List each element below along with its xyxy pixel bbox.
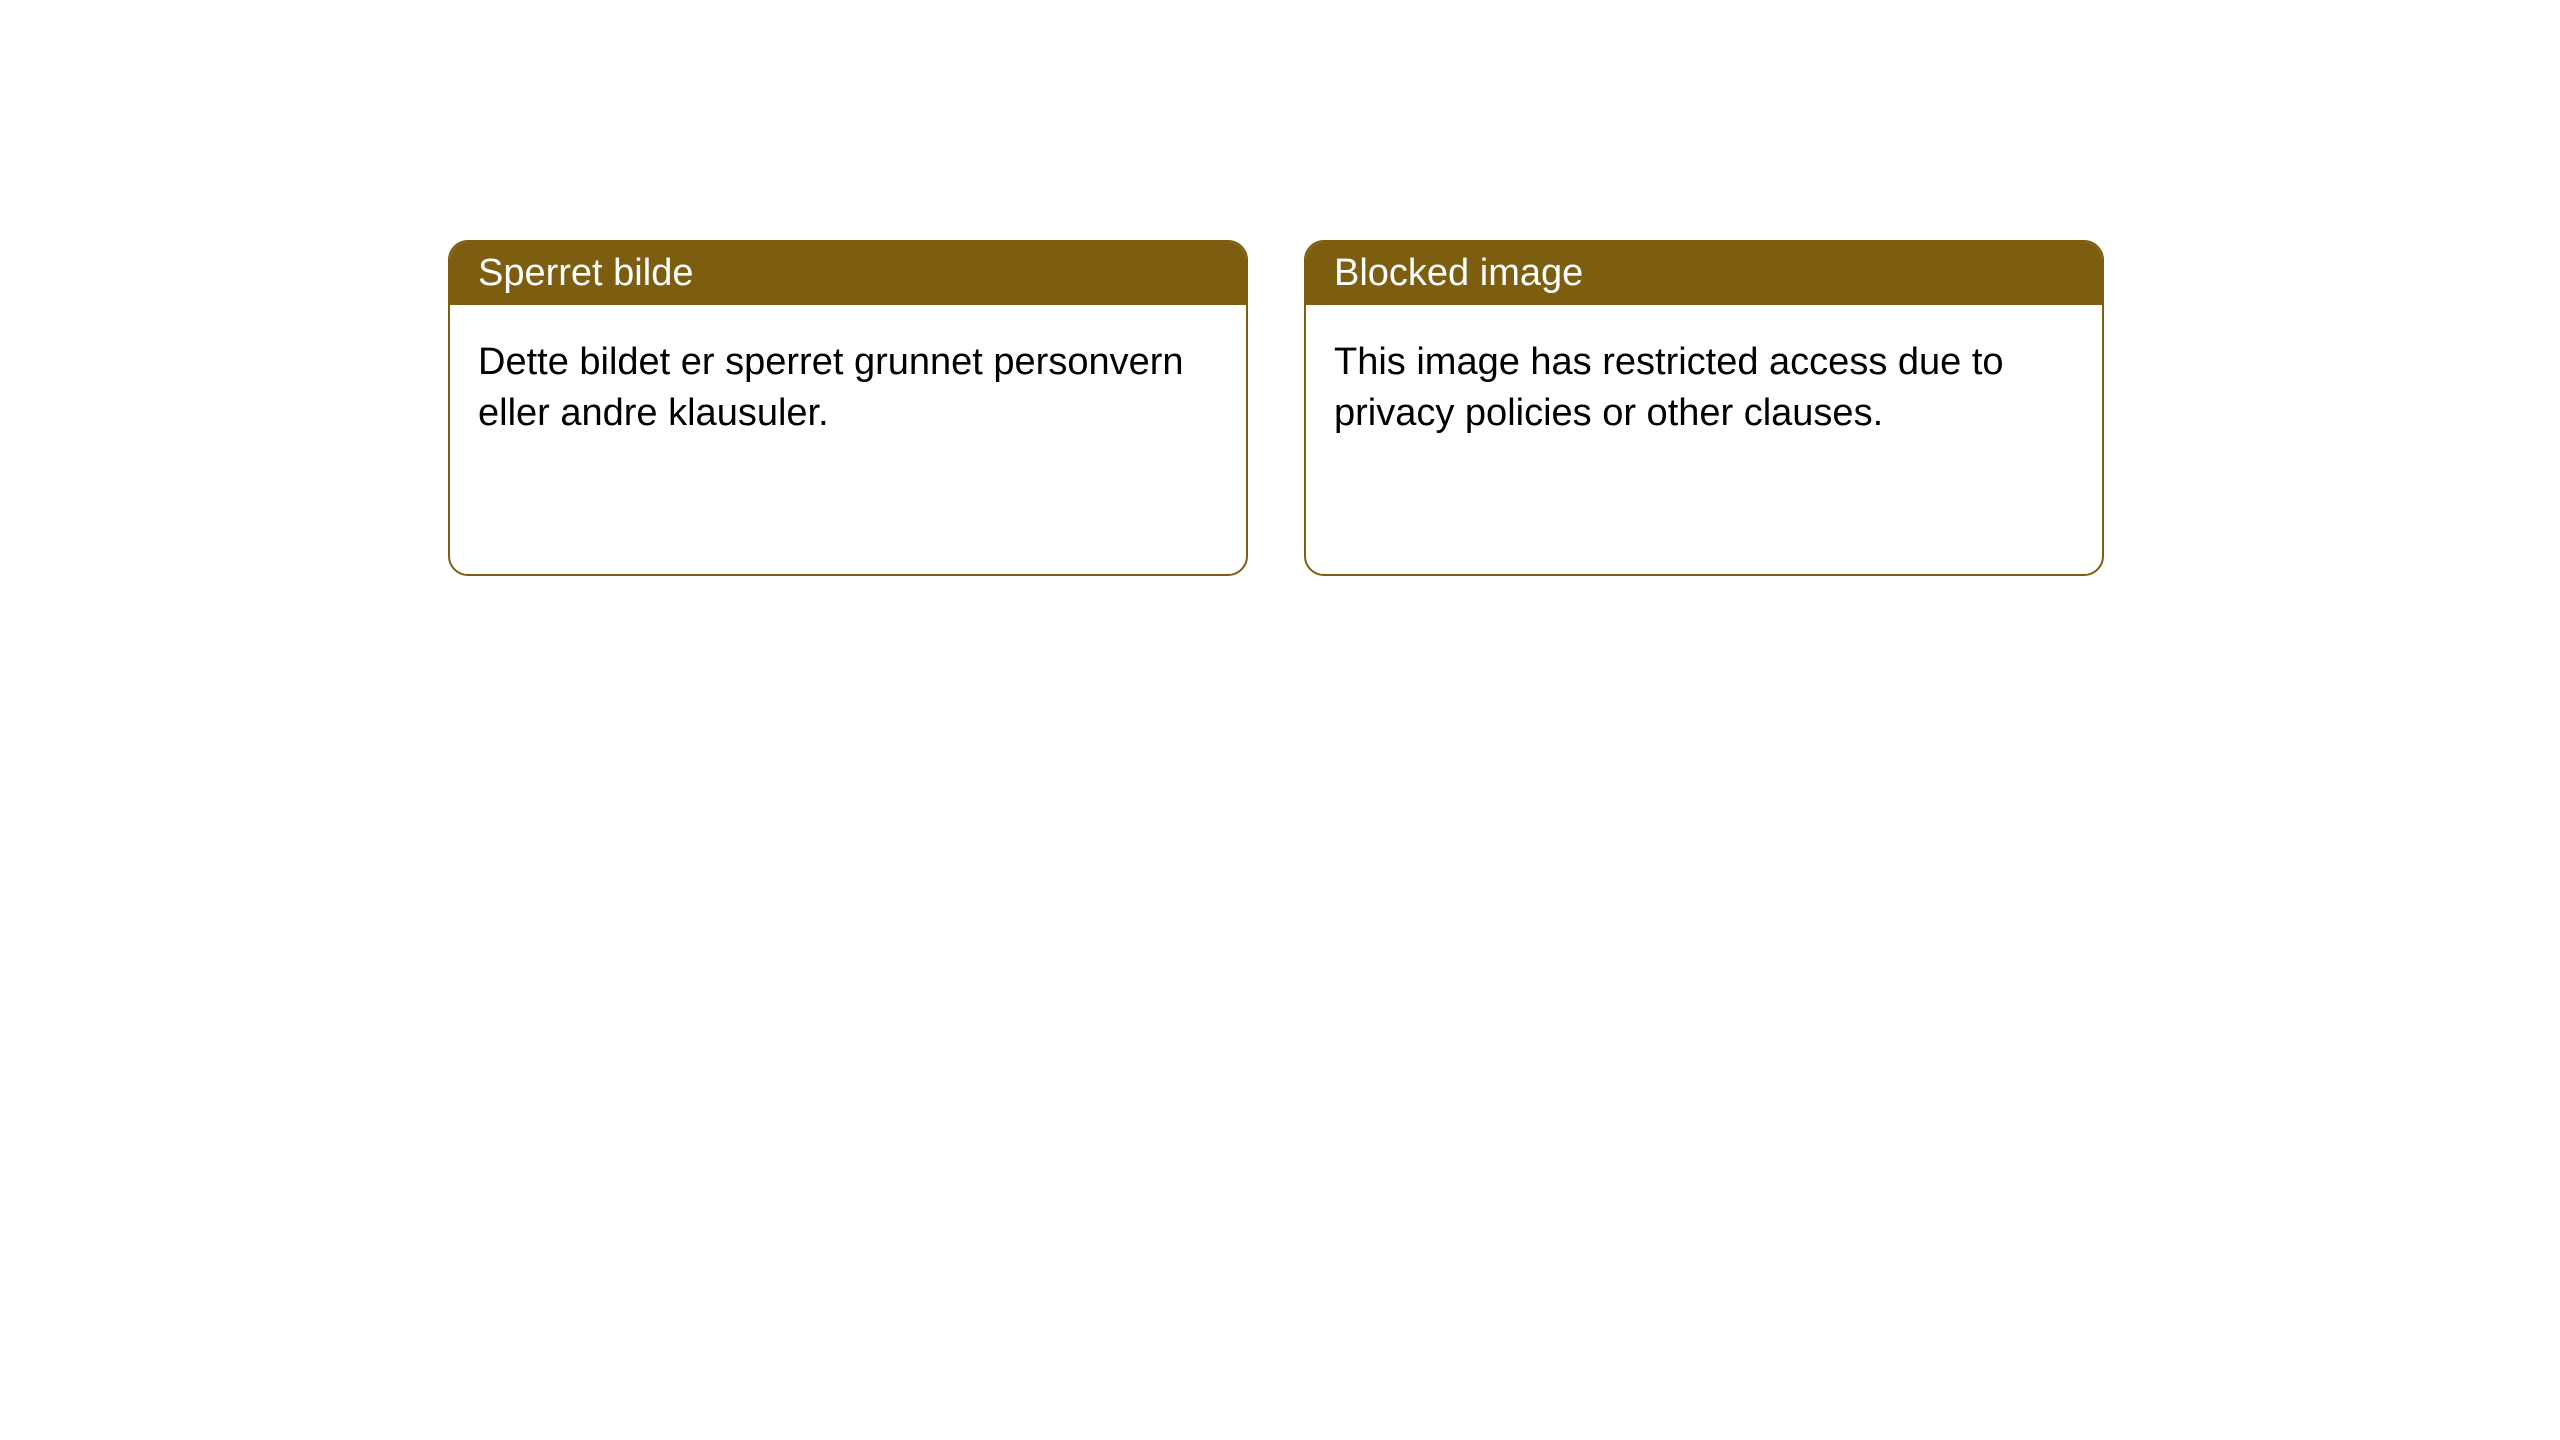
notice-card-en: Blocked image This image has restricted … (1304, 240, 2104, 576)
notice-card-no: Sperret bilde Dette bildet er sperret gr… (448, 240, 1248, 576)
notice-card-title: Sperret bilde (450, 242, 1246, 305)
notice-card-title: Blocked image (1306, 242, 2102, 305)
notice-card-body: Dette bildet er sperret grunnet personve… (450, 305, 1246, 472)
notice-container: Sperret bilde Dette bildet er sperret gr… (0, 0, 2560, 576)
notice-card-body: This image has restricted access due to … (1306, 305, 2102, 472)
